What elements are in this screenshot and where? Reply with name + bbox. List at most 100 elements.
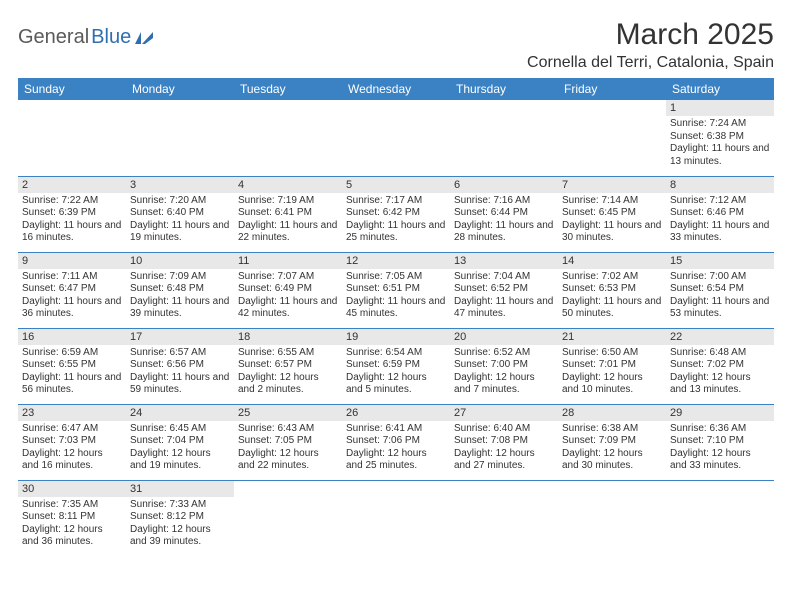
calendar-cell: 30Sunrise: 7:35 AMSunset: 8:11 PMDayligh… [18, 480, 126, 556]
daylight-text: Daylight: 11 hours and 25 minutes. [346, 220, 446, 245]
daylight-text: Daylight: 11 hours and 56 minutes. [22, 372, 122, 397]
weekday-header: Tuesday [234, 78, 342, 100]
day-number: 9 [18, 253, 126, 269]
daylight-text: Daylight: 11 hours and 53 minutes. [670, 296, 770, 321]
day-details: Sunrise: 7:09 AMSunset: 6:48 PMDaylight:… [126, 269, 234, 323]
daylight-text: Daylight: 12 hours and 30 minutes. [562, 448, 662, 473]
sunset-text: Sunset: 6:55 PM [22, 359, 122, 372]
day-details: Sunrise: 7:24 AMSunset: 6:38 PMDaylight:… [666, 116, 774, 170]
daylight-text: Daylight: 12 hours and 10 minutes. [562, 372, 662, 397]
sunset-text: Sunset: 6:52 PM [454, 283, 554, 296]
calendar-cell: 14Sunrise: 7:02 AMSunset: 6:53 PMDayligh… [558, 252, 666, 328]
sunrise-text: Sunrise: 6:47 AM [22, 423, 122, 436]
daylight-text: Daylight: 12 hours and 7 minutes. [454, 372, 554, 397]
calendar-row: 2Sunrise: 7:22 AMSunset: 6:39 PMDaylight… [18, 176, 774, 252]
sunrise-text: Sunrise: 7:33 AM [130, 499, 230, 512]
calendar-cell: 25Sunrise: 6:43 AMSunset: 7:05 PMDayligh… [234, 404, 342, 480]
day-number: 1 [666, 100, 774, 116]
calendar-cell: 10Sunrise: 7:09 AMSunset: 6:48 PMDayligh… [126, 252, 234, 328]
daylight-text: Daylight: 11 hours and 19 minutes. [130, 220, 230, 245]
daylight-text: Daylight: 11 hours and 36 minutes. [22, 296, 122, 321]
day-details: Sunrise: 7:35 AMSunset: 8:11 PMDaylight:… [18, 497, 126, 551]
day-number: 21 [558, 329, 666, 345]
calendar-cell-empty [234, 100, 342, 176]
daylight-text: Daylight: 12 hours and 13 minutes. [670, 372, 770, 397]
month-title: March 2025 [527, 18, 774, 52]
day-details: Sunrise: 7:07 AMSunset: 6:49 PMDaylight:… [234, 269, 342, 323]
day-number: 26 [342, 405, 450, 421]
sunset-text: Sunset: 8:12 PM [130, 511, 230, 524]
sunset-text: Sunset: 6:59 PM [346, 359, 446, 372]
calendar-cell-empty [18, 100, 126, 176]
daylight-text: Daylight: 12 hours and 16 minutes. [22, 448, 122, 473]
brand-logo: General Blue [18, 26, 155, 49]
daylight-text: Daylight: 11 hours and 39 minutes. [130, 296, 230, 321]
calendar-cell-empty [450, 100, 558, 176]
day-details: Sunrise: 7:22 AMSunset: 6:39 PMDaylight:… [18, 193, 126, 247]
day-details: Sunrise: 7:00 AMSunset: 6:54 PMDaylight:… [666, 269, 774, 323]
day-number: 27 [450, 405, 558, 421]
calendar-row: 23Sunrise: 6:47 AMSunset: 7:03 PMDayligh… [18, 404, 774, 480]
day-details: Sunrise: 7:05 AMSunset: 6:51 PMDaylight:… [342, 269, 450, 323]
sunset-text: Sunset: 6:39 PM [22, 207, 122, 220]
sunset-text: Sunset: 6:47 PM [22, 283, 122, 296]
sunrise-text: Sunrise: 7:12 AM [670, 195, 770, 208]
daylight-text: Daylight: 11 hours and 42 minutes. [238, 296, 338, 321]
brand-part2: Blue [91, 26, 131, 49]
calendar-cell: 9Sunrise: 7:11 AMSunset: 6:47 PMDaylight… [18, 252, 126, 328]
sunrise-text: Sunrise: 6:50 AM [562, 347, 662, 360]
daylight-text: Daylight: 11 hours and 16 minutes. [22, 220, 122, 245]
sunrise-text: Sunrise: 7:02 AM [562, 271, 662, 284]
weekday-header: Sunday [18, 78, 126, 100]
sunset-text: Sunset: 6:38 PM [670, 131, 770, 144]
calendar-header-row: SundayMondayTuesdayWednesdayThursdayFrid… [18, 78, 774, 100]
calendar-cell-empty [126, 100, 234, 176]
calendar-cell: 28Sunrise: 6:38 AMSunset: 7:09 PMDayligh… [558, 404, 666, 480]
calendar-cell-empty [234, 480, 342, 556]
calendar-cell: 15Sunrise: 7:00 AMSunset: 6:54 PMDayligh… [666, 252, 774, 328]
sunrise-text: Sunrise: 6:57 AM [130, 347, 230, 360]
day-number: 31 [126, 481, 234, 497]
sunrise-text: Sunrise: 6:38 AM [562, 423, 662, 436]
sunrise-text: Sunrise: 7:19 AM [238, 195, 338, 208]
sunset-text: Sunset: 6:49 PM [238, 283, 338, 296]
weekday-header: Saturday [666, 78, 774, 100]
day-details: Sunrise: 6:59 AMSunset: 6:55 PMDaylight:… [18, 345, 126, 399]
day-number: 17 [126, 329, 234, 345]
day-details: Sunrise: 6:54 AMSunset: 6:59 PMDaylight:… [342, 345, 450, 399]
header: General Blue March 2025 Cornella del Ter… [18, 18, 774, 72]
day-number: 4 [234, 177, 342, 193]
daylight-text: Daylight: 11 hours and 13 minutes. [670, 143, 770, 168]
day-number: 11 [234, 253, 342, 269]
day-number: 30 [18, 481, 126, 497]
sunset-text: Sunset: 7:08 PM [454, 435, 554, 448]
day-details: Sunrise: 7:04 AMSunset: 6:52 PMDaylight:… [450, 269, 558, 323]
daylight-text: Daylight: 12 hours and 33 minutes. [670, 448, 770, 473]
calendar-cell: 4Sunrise: 7:19 AMSunset: 6:41 PMDaylight… [234, 176, 342, 252]
calendar-cell: 7Sunrise: 7:14 AMSunset: 6:45 PMDaylight… [558, 176, 666, 252]
calendar-cell-empty [558, 100, 666, 176]
sunset-text: Sunset: 7:02 PM [670, 359, 770, 372]
sunset-text: Sunset: 6:44 PM [454, 207, 554, 220]
daylight-text: Daylight: 12 hours and 5 minutes. [346, 372, 446, 397]
sunrise-text: Sunrise: 6:48 AM [670, 347, 770, 360]
calendar-cell: 12Sunrise: 7:05 AMSunset: 6:51 PMDayligh… [342, 252, 450, 328]
sunset-text: Sunset: 6:57 PM [238, 359, 338, 372]
sunrise-text: Sunrise: 7:04 AM [454, 271, 554, 284]
daylight-text: Daylight: 12 hours and 2 minutes. [238, 372, 338, 397]
day-details: Sunrise: 6:38 AMSunset: 7:09 PMDaylight:… [558, 421, 666, 475]
calendar-cell: 29Sunrise: 6:36 AMSunset: 7:10 PMDayligh… [666, 404, 774, 480]
calendar-cell-empty [450, 480, 558, 556]
calendar-cell: 3Sunrise: 7:20 AMSunset: 6:40 PMDaylight… [126, 176, 234, 252]
calendar-cell: 17Sunrise: 6:57 AMSunset: 6:56 PMDayligh… [126, 328, 234, 404]
calendar-cell: 27Sunrise: 6:40 AMSunset: 7:08 PMDayligh… [450, 404, 558, 480]
sunset-text: Sunset: 7:05 PM [238, 435, 338, 448]
calendar-cell: 26Sunrise: 6:41 AMSunset: 7:06 PMDayligh… [342, 404, 450, 480]
sunrise-text: Sunrise: 6:45 AM [130, 423, 230, 436]
daylight-text: Daylight: 12 hours and 27 minutes. [454, 448, 554, 473]
sunset-text: Sunset: 6:54 PM [670, 283, 770, 296]
day-number: 16 [18, 329, 126, 345]
calendar-cell-empty [342, 480, 450, 556]
day-details: Sunrise: 6:36 AMSunset: 7:10 PMDaylight:… [666, 421, 774, 475]
day-number: 18 [234, 329, 342, 345]
